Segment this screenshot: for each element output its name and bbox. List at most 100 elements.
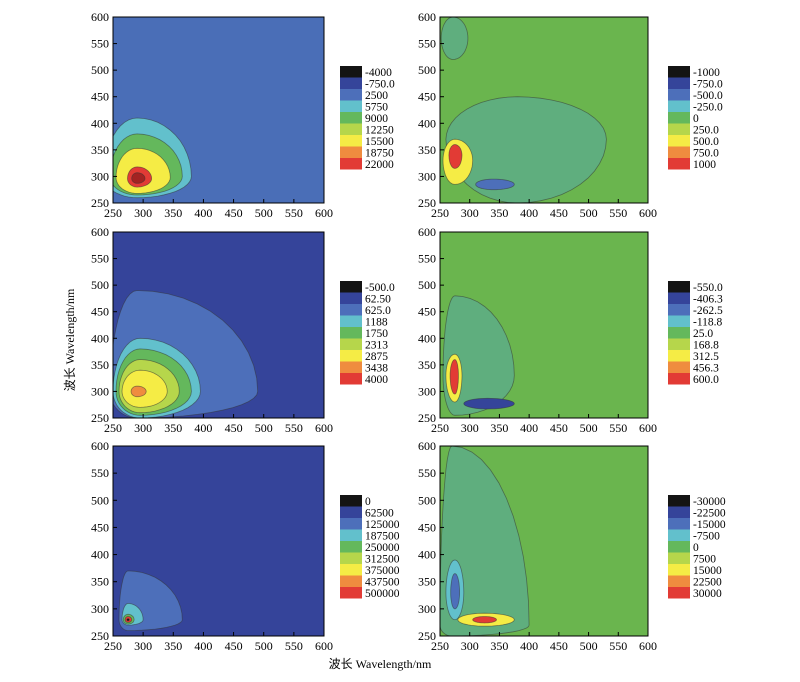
legend-swatch [340, 587, 362, 599]
legend-label: -30000 [693, 496, 726, 508]
y-tick-label: 600 [418, 225, 436, 239]
y-tick-label: 550 [418, 466, 436, 480]
x-tick-label: 450 [225, 206, 243, 220]
legend-swatch [340, 135, 362, 147]
contour-region [475, 178, 515, 191]
x-tick-label: 600 [639, 421, 657, 435]
legend-swatch [340, 327, 362, 339]
y-tick-label: 400 [418, 548, 436, 562]
x-tick-label: 500 [580, 421, 598, 435]
y-tick-label: 450 [91, 520, 109, 534]
x-tick-label: 250 [431, 206, 449, 220]
y-tick-label: 300 [418, 169, 436, 183]
y-tick-label: 300 [91, 602, 109, 616]
contour-regions [113, 290, 259, 418]
x-tick-label: 550 [609, 639, 627, 653]
legend-label: 5750 [365, 102, 388, 114]
legend: -1000-750.0-500.0-250.00250.0500.0750.01… [668, 66, 723, 171]
x-tick-label: 250 [104, 639, 122, 653]
y-tick-label: 450 [418, 90, 436, 104]
legend-label: 62500 [365, 508, 394, 520]
x-tick-label: 250 [104, 206, 122, 220]
legend-swatch [668, 66, 690, 78]
legend-swatch [340, 518, 362, 530]
y-tick-label: 400 [418, 331, 436, 345]
panel-3: 250 300 350 400 450 500 550 600 250 300 350 400 450 5… [91, 225, 395, 435]
contour-region [463, 397, 515, 410]
legend-swatch [340, 123, 362, 135]
x-tick-label: 450 [550, 639, 568, 653]
x-tick-label: 500 [255, 639, 273, 653]
legend-label: 0 [693, 113, 699, 125]
y-tick-label: 500 [91, 278, 109, 292]
legend-label: -1000 [693, 67, 720, 79]
y-tick-label: 500 [418, 278, 436, 292]
y-tick-label: 400 [91, 548, 109, 562]
legend-swatch [668, 315, 690, 327]
y-tick-label: 600 [91, 439, 109, 453]
legend-label: -750.0 [693, 79, 723, 91]
x-tick-label: 250 [431, 639, 449, 653]
panel-1: 250 300 350 400 450 500 550 600 250 300 350 400 450 5… [91, 10, 395, 220]
y-tick-label: 600 [91, 225, 109, 239]
y-tick-label: 250 [91, 629, 109, 643]
x-tick-label: 350 [490, 421, 508, 435]
x-tick-label: 300 [461, 421, 479, 435]
y-tick-label: 450 [418, 520, 436, 534]
legend-label: 500.0 [693, 136, 719, 148]
y-tick-label: 400 [91, 116, 109, 130]
legend-swatch [340, 281, 362, 293]
legend-swatch [668, 564, 690, 576]
legend-label: -15000 [693, 519, 726, 531]
legend-swatch [668, 292, 690, 304]
panel-6: 250 300 350 400 450 500 550 600 250 300 350 400 450 5… [418, 439, 726, 653]
legend-label: 0 [693, 542, 699, 554]
legend-swatch [668, 123, 690, 135]
x-tick-label: 250 [104, 421, 122, 435]
legend-label: 62.50 [365, 294, 391, 306]
legend-label: -406.3 [693, 294, 723, 306]
x-tick-label: 400 [194, 206, 212, 220]
legend-swatch [340, 541, 362, 553]
y-tick-label: 400 [418, 116, 436, 130]
legend-label: 456.3 [693, 363, 719, 375]
legend-swatch [668, 338, 690, 350]
legend-swatch [340, 564, 362, 576]
legend-swatch [668, 495, 690, 507]
legend-swatch [668, 146, 690, 158]
x-tick-label: 350 [164, 639, 182, 653]
legend-label: 1188 [365, 317, 388, 329]
legend-label: 437500 [365, 577, 400, 589]
legend-label: 500000 [365, 588, 400, 600]
legend-label: 625.0 [365, 305, 391, 317]
legend-swatch [340, 552, 362, 564]
legend-label: 1000 [693, 159, 716, 171]
plot-frame [112, 16, 325, 204]
legend-swatch [668, 304, 690, 316]
legend-swatch [340, 89, 362, 101]
legend-swatch [668, 350, 690, 362]
y-tick-label: 550 [91, 466, 109, 480]
x-tick-label: 550 [285, 206, 303, 220]
contour-region [449, 359, 459, 395]
x-tick-label: 400 [520, 639, 538, 653]
legend-label: -500.0 [693, 90, 723, 102]
legend-label: 4000 [365, 374, 388, 386]
legend-swatch [340, 292, 362, 304]
legend-label: 7500 [693, 554, 716, 566]
x-tick-label: 450 [225, 639, 243, 653]
legend: 0625001250001875002500003125003750004375… [340, 495, 400, 600]
x-tick-label: 450 [550, 421, 568, 435]
contour-region [450, 573, 460, 610]
legend-swatch [668, 587, 690, 599]
legend-swatch [668, 135, 690, 147]
x-tick-label: 550 [285, 639, 303, 653]
legend-label: -750.0 [365, 79, 395, 91]
legend-swatch [668, 112, 690, 124]
legend-swatch [668, 327, 690, 339]
x-tick-label: 600 [315, 639, 333, 653]
legend-swatch [340, 158, 362, 170]
x-tick-label: 500 [580, 639, 598, 653]
legend-label: -7500 [693, 531, 720, 543]
y-tick-label: 350 [418, 143, 436, 157]
